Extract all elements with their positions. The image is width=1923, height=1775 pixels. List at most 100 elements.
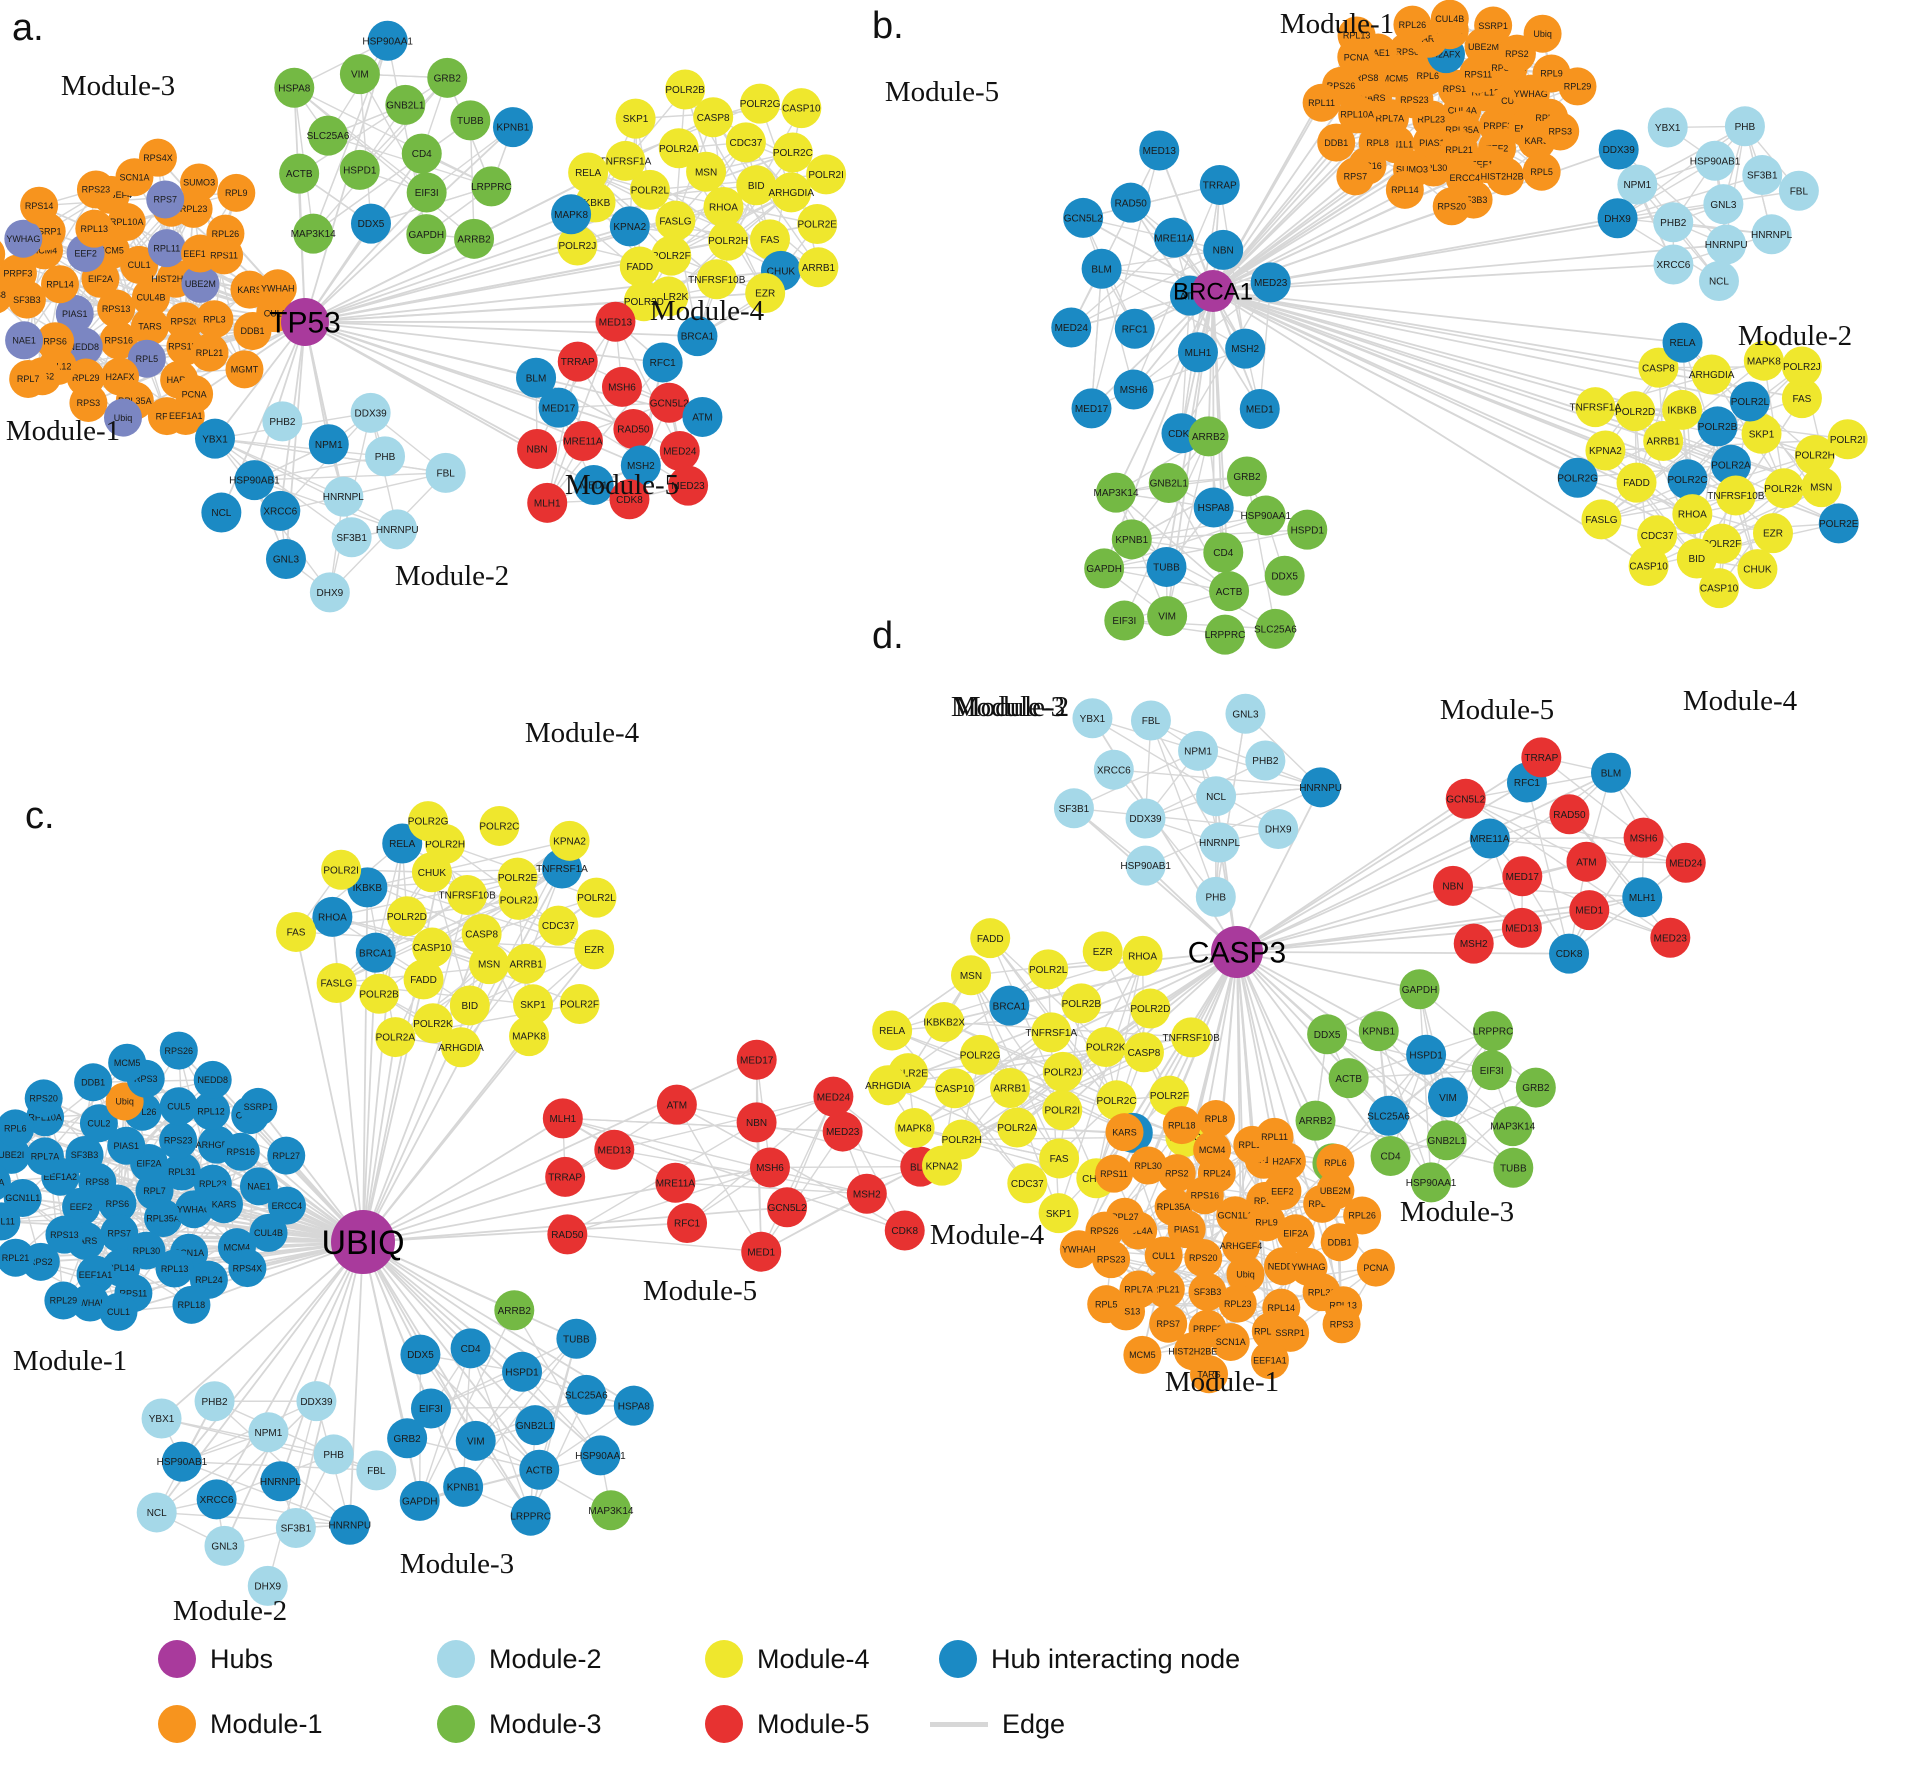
node-DDB1[interactable]: [1317, 123, 1356, 162]
node-HSPA8[interactable]: [1193, 487, 1234, 528]
node-MED24[interactable]: [813, 1076, 854, 1117]
node-RAD50[interactable]: [1549, 794, 1590, 835]
node-NPM1[interactable]: [308, 424, 349, 465]
node-TNFRSF10B[interactable]: [1171, 1017, 1212, 1058]
node-PIAS1[interactable]: [55, 294, 94, 333]
node-CUL2[interactable]: [79, 1104, 118, 1143]
node-MSH2[interactable]: [620, 445, 661, 486]
hub-CASP3[interactable]: [1211, 926, 1263, 978]
node-MAP3K14[interactable]: [1096, 472, 1137, 513]
node-ARRB2[interactable]: [454, 218, 495, 259]
node-UBE2M[interactable]: [1316, 1171, 1355, 1210]
node-TUBB[interactable]: [556, 1318, 597, 1359]
node-PRPF3[interactable]: [0, 254, 37, 293]
node-MED17[interactable]: [538, 387, 579, 428]
node-RPS3[interactable]: [1322, 1305, 1361, 1344]
node-POLR2I[interactable]: [1827, 419, 1868, 460]
node-TARS[interactable]: [130, 307, 169, 346]
node-POLR2F[interactable]: [651, 235, 692, 276]
node-GNL3[interactable]: [265, 538, 306, 579]
node-YBX1[interactable]: [1647, 107, 1688, 148]
node-GCN5L2[interactable]: [1445, 778, 1486, 819]
node-POLR2L[interactable]: [629, 169, 670, 210]
node-MAPK8[interactable]: [509, 1016, 550, 1057]
node-SSRP1[interactable]: [1271, 1313, 1310, 1352]
node-XRCC6[interactable]: [1653, 244, 1694, 285]
node-ARRB1[interactable]: [506, 943, 547, 984]
node-HSPD1[interactable]: [339, 149, 380, 190]
node-CD4[interactable]: [401, 133, 442, 174]
node-SLC25A6[interactable]: [308, 115, 349, 156]
node-TRRAP[interactable]: [557, 341, 598, 382]
node-MRE11A[interactable]: [655, 1162, 696, 1203]
node-SF3B1[interactable]: [275, 1507, 316, 1548]
node-RPL6[interactable]: [0, 1109, 35, 1148]
node-CDK8[interactable]: [884, 1210, 925, 1251]
node-DDX39[interactable]: [296, 1381, 337, 1422]
node-KARS[interactable]: [1105, 1113, 1144, 1152]
node-SCN1A[interactable]: [1211, 1322, 1250, 1361]
node-NPM1[interactable]: [248, 1412, 289, 1453]
node-TRRAP[interactable]: [1521, 737, 1562, 778]
node-MCM4[interactable]: [1193, 1130, 1232, 1169]
node-CASP10[interactable]: [781, 88, 822, 129]
node-MED1[interactable]: [573, 465, 614, 506]
node-DDB1[interactable]: [1320, 1223, 1359, 1262]
node-KPNB1[interactable]: [443, 1466, 484, 1507]
node-RPL11[interactable]: [147, 229, 186, 268]
node-TRRAP[interactable]: [545, 1156, 586, 1197]
node-RPS13[interactable]: [97, 289, 136, 328]
node-EEF1A1[interactable]: [1250, 1341, 1289, 1380]
node-MRE11A[interactable]: [1469, 818, 1510, 859]
node-ARRB1[interactable]: [990, 1068, 1031, 1109]
node-POLR2A[interactable]: [658, 128, 699, 169]
node-MAP3K14[interactable]: [590, 1490, 631, 1531]
node-CUL1[interactable]: [1144, 1236, 1183, 1275]
node-POLR2A[interactable]: [997, 1107, 1038, 1148]
node-RPS23[interactable]: [76, 170, 115, 209]
node-MSH6[interactable]: [601, 366, 642, 407]
node-GAPDH[interactable]: [1084, 548, 1125, 589]
node-ACTB[interactable]: [1328, 1058, 1369, 1099]
node-DDX39[interactable]: [1125, 798, 1166, 839]
node-PHB2[interactable]: [262, 401, 303, 442]
node-ACTB[interactable]: [519, 1449, 560, 1490]
node-HNRNPL[interactable]: [1751, 214, 1792, 255]
node-NEDD8[interactable]: [193, 1060, 232, 1099]
node-RPL5[interactable]: [1522, 152, 1561, 191]
node-SF3B1[interactable]: [331, 517, 372, 558]
node-GNL3[interactable]: [204, 1525, 245, 1566]
node-RPL9[interactable]: [217, 173, 256, 212]
node-EEF2[interactable]: [1263, 1172, 1302, 1211]
node-BID[interactable]: [1676, 538, 1717, 579]
node-RFC1[interactable]: [642, 342, 683, 383]
node-MAPK8[interactable]: [1743, 340, 1784, 381]
node-MED1[interactable]: [1569, 890, 1610, 931]
node-RPL18[interactable]: [1162, 1106, 1201, 1145]
node-POLR2K[interactable]: [1085, 1026, 1126, 1067]
node-POLR2L[interactable]: [576, 877, 617, 918]
node-ARHGDIA[interactable]: [867, 1065, 908, 1106]
node-GCN5L2[interactable]: [649, 382, 690, 423]
node-GCN1L1[interactable]: [1216, 1196, 1255, 1235]
node-POLR2H[interactable]: [708, 220, 749, 261]
node-CASP8[interactable]: [461, 913, 502, 954]
node-POLR2K[interactable]: [412, 1003, 453, 1044]
node-MED17[interactable]: [1502, 856, 1543, 897]
node-POLR2H[interactable]: [1794, 435, 1835, 476]
node-POLR2I[interactable]: [806, 154, 847, 195]
node-POLR2C[interactable]: [772, 132, 813, 173]
node-Ubiq[interactable]: [103, 398, 142, 437]
node-LRPPRC[interactable]: [471, 166, 512, 207]
node-POLR2J[interactable]: [1781, 346, 1822, 387]
node-MED13[interactable]: [1501, 907, 1542, 948]
node-SUMO3[interactable]: [180, 163, 219, 202]
node-MCM5[interactable]: [108, 1043, 147, 1082]
node-Ubiq[interactable]: [1226, 1255, 1265, 1294]
node-TARS[interactable]: [1190, 1355, 1229, 1394]
node-MED13[interactable]: [595, 301, 636, 342]
node-FBL[interactable]: [1130, 700, 1171, 741]
node-PIAS1[interactable]: [107, 1126, 146, 1165]
node-POLR2G[interactable]: [408, 801, 449, 842]
node-POLR2J[interactable]: [1042, 1051, 1083, 1092]
